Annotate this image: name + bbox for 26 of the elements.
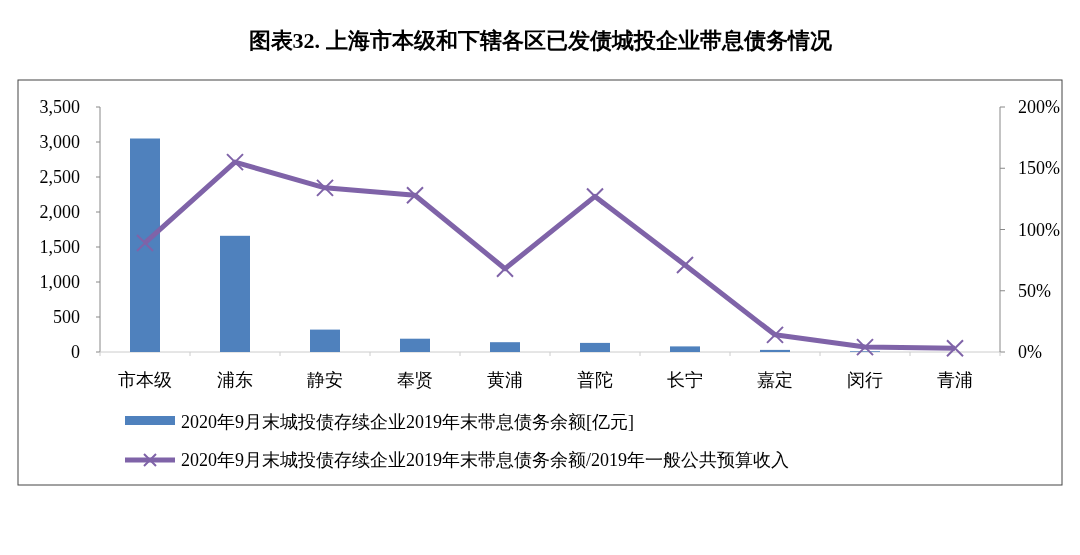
y2-tick-label: 0% xyxy=(1018,342,1042,362)
y-tick-label: 0 xyxy=(71,342,80,362)
y-tick-label: 3,500 xyxy=(39,97,80,117)
x-tick-label: 奉贤 xyxy=(397,370,433,390)
legend-label: 2020年9月末城投债存续企业2019年末带息债务余额[亿元] xyxy=(181,412,634,432)
chart-title: 图表32. 上海市本级和下辖各区已发债城投企业带息债务情况 xyxy=(248,28,833,53)
x-tick-label: 普陀 xyxy=(577,370,613,390)
y2-tick-label: 200% xyxy=(1018,97,1060,117)
x-tick-label: 长宁 xyxy=(667,370,703,390)
y-tick-label: 3,000 xyxy=(39,132,80,152)
y-tick-label: 2,000 xyxy=(39,202,80,222)
y2-tick-label: 150% xyxy=(1018,158,1060,179)
y-tick-label: 2,500 xyxy=(39,167,80,187)
x-tick-label: 黄浦 xyxy=(487,370,523,390)
x-tick-label: 嘉定 xyxy=(757,370,793,390)
y-tick-label: 1,500 xyxy=(39,237,80,257)
x-tick-label: 市本级 xyxy=(118,370,172,390)
legend-label: 2020年9月末城投债存续企业2019年末带息债务余额/2019年一般公共预算收入 xyxy=(181,450,790,470)
y2-tick-label: 50% xyxy=(1018,280,1051,301)
y2-tick-label: 100% xyxy=(1018,219,1060,240)
x-tick-label: 闵行 xyxy=(847,370,883,390)
x-tick-label: 浦东 xyxy=(217,370,253,390)
x-tick-label: 青浦 xyxy=(937,370,973,390)
y-tick-label: 1,000 xyxy=(39,272,80,292)
y-tick-label: 500 xyxy=(53,307,80,327)
x-tick-label: 静安 xyxy=(307,370,343,390)
